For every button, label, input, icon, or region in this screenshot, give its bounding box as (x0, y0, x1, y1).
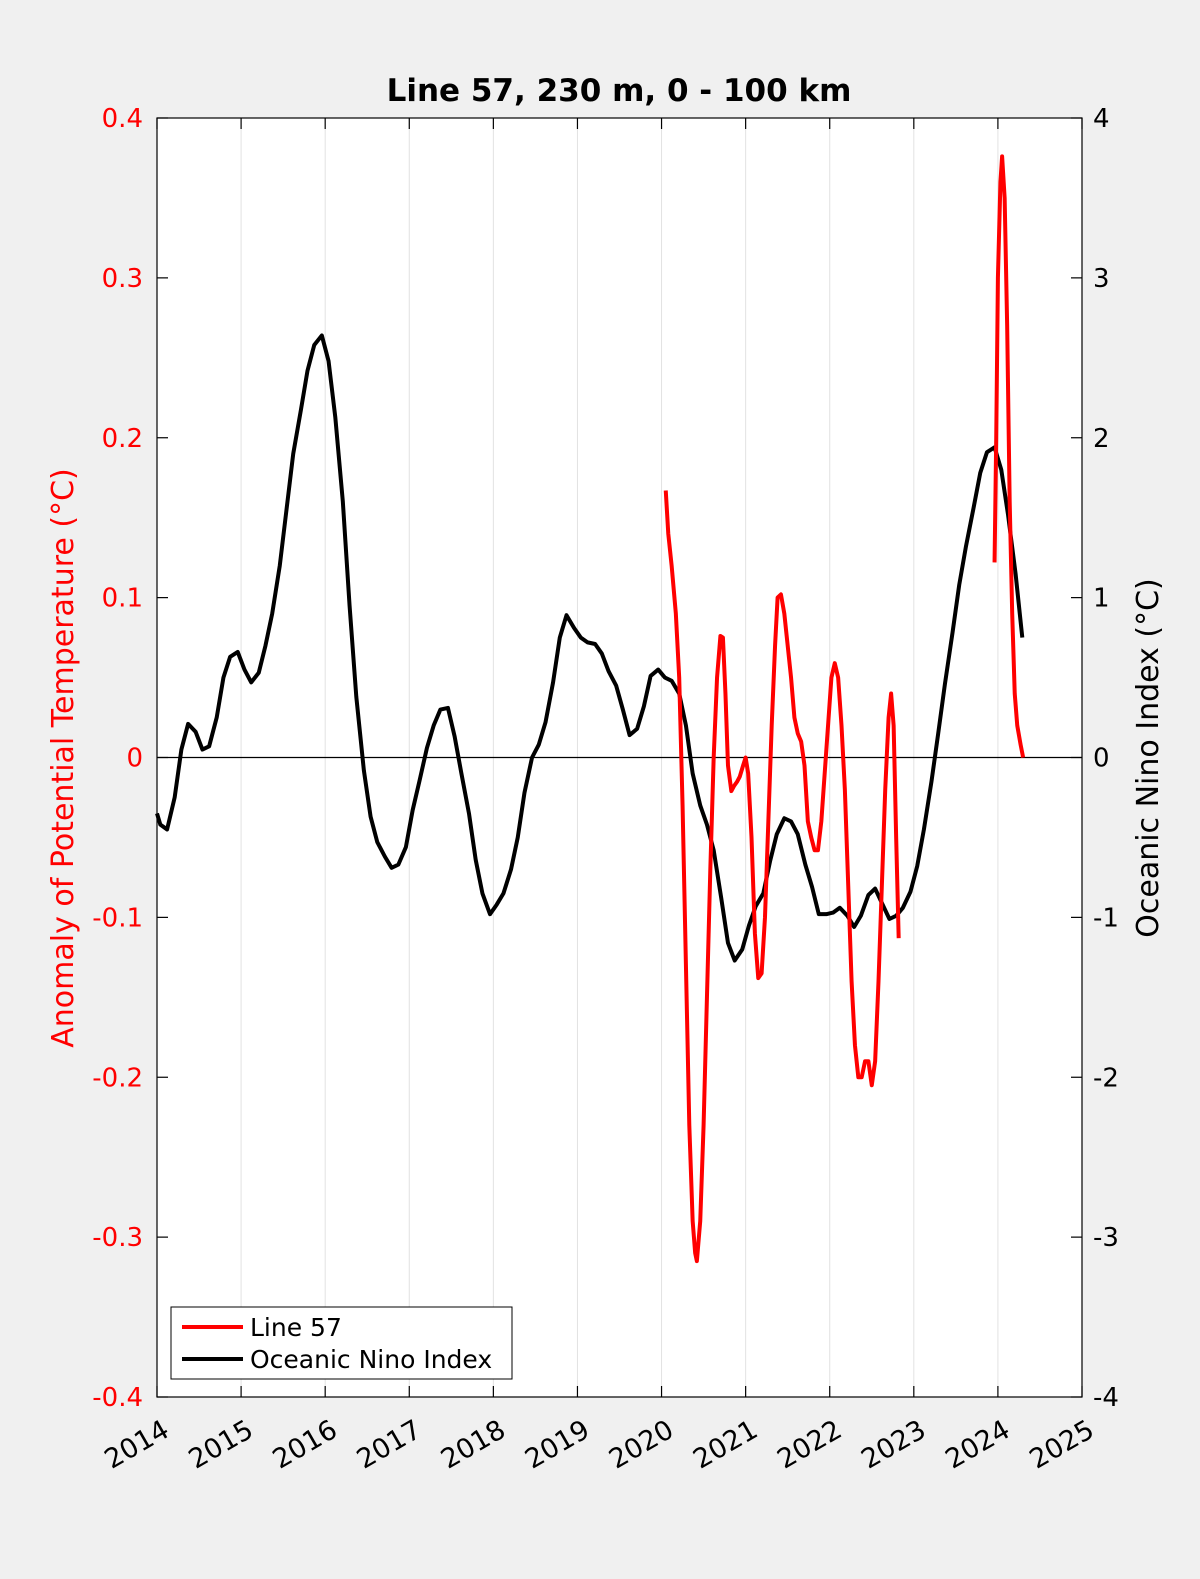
legend-box (170, 1306, 513, 1380)
y-left-tick-label: 0 (126, 744, 143, 774)
legend: Line 57 Oceanic Nino Index (170, 1306, 513, 1380)
series-oni-line-0 (155, 333, 1025, 963)
y-axis-right-label: Oceanic Nino Index (°C) (1131, 578, 1166, 938)
chart-title: Line 57, 230 m, 0 - 100 km (387, 73, 852, 109)
y-left-tick-label: -0.4 (92, 1383, 143, 1413)
series-line57-segment-1 (992, 154, 1026, 758)
y-axis-left-label: Anomaly of Potential Temperature (°C) (46, 468, 81, 1047)
y-right-tick-label: -4 (1093, 1383, 1119, 1413)
y-left-tick-label: 0.4 (102, 104, 143, 134)
y-right-tick-label: -2 (1093, 1063, 1119, 1093)
y-left-tick-label: 0.3 (102, 264, 143, 294)
y-right-tick-label: -1 (1093, 903, 1119, 933)
y-left-tick-label: -0.1 (92, 903, 143, 933)
series-layer (155, 154, 1026, 1264)
y-left-tick-label: 0.2 (102, 424, 143, 454)
y-left-tick-label: -0.2 (92, 1063, 143, 1093)
y-right-tick-label: 0 (1093, 744, 1110, 774)
y-right-tick-label: 1 (1093, 584, 1110, 614)
legend-label-oni: Oceanic Nino Index (250, 1345, 492, 1374)
y-right-tick-label: 2 (1093, 424, 1110, 454)
y-left-tick-label: 0.1 (102, 584, 143, 614)
y-right-tick-label: 3 (1093, 264, 1110, 294)
y-right-tick-label: -3 (1093, 1223, 1119, 1253)
series-line57-segment-0 (663, 490, 901, 1264)
y-left-tick-label: -0.3 (92, 1223, 143, 1253)
legend-label-line57: Line 57 (250, 1313, 342, 1342)
y-right-tick-label: 4 (1093, 104, 1110, 134)
